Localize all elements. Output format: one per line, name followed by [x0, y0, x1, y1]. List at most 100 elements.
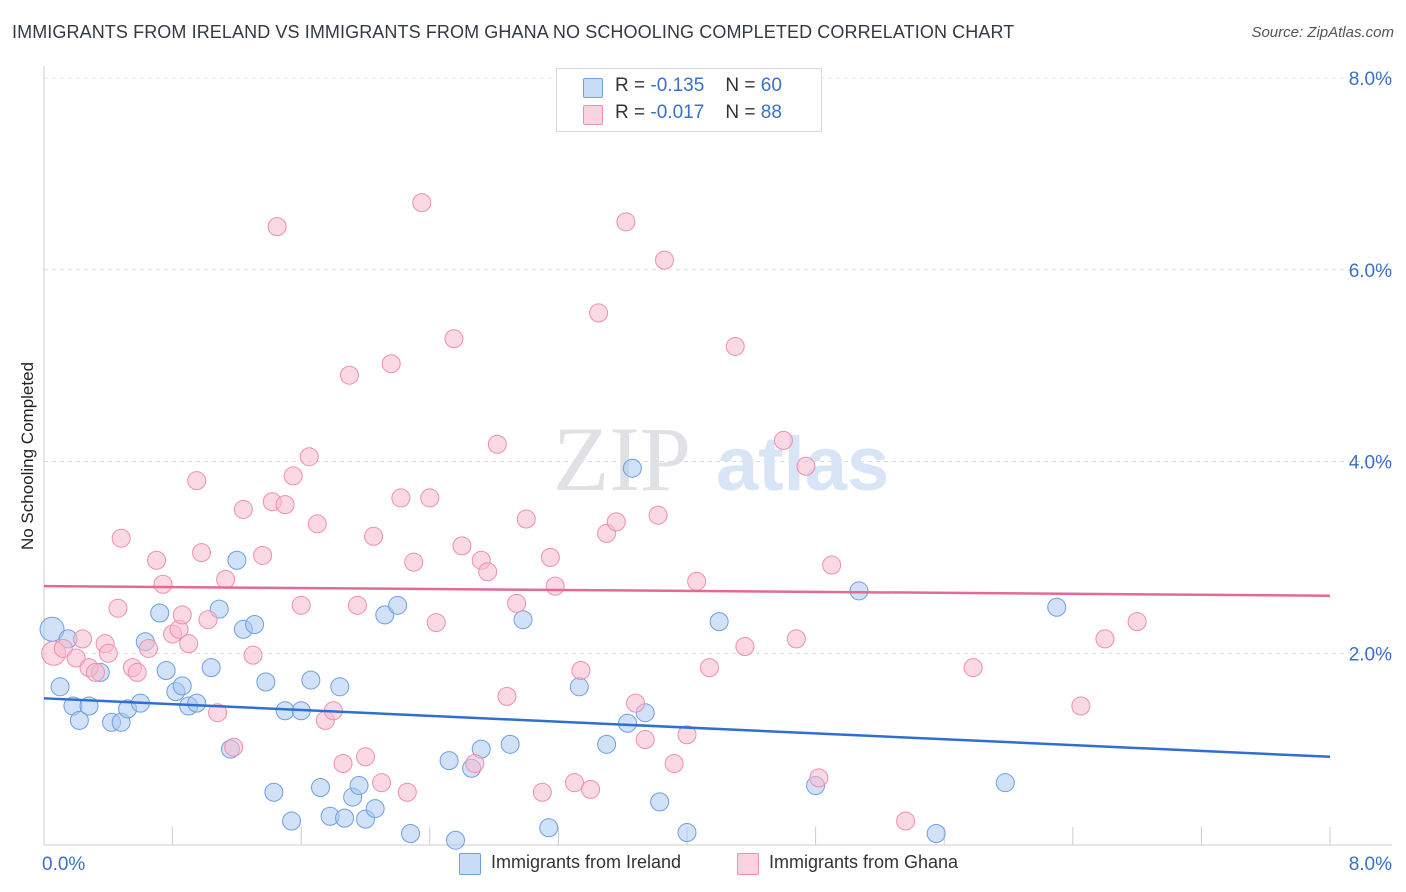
- point-ghana-65: [589, 303, 609, 323]
- watermark: ZIP atlas: [553, 408, 889, 510]
- y-axis-label: No Schooling Completed: [18, 361, 37, 551]
- point-ghana-17: [172, 605, 192, 625]
- point-ghana-44: [391, 488, 411, 508]
- point-ghana-40: [356, 747, 375, 767]
- y-tick-label-1: 4.0%: [1349, 453, 1392, 474]
- point-ghana-73: [664, 754, 684, 774]
- point-ghana-82: [809, 768, 829, 788]
- point-ghana-32: [291, 595, 311, 615]
- point-ghana-24: [224, 737, 244, 757]
- point-ghana-55: [487, 434, 507, 454]
- point-ghana-26: [243, 645, 263, 665]
- point-ghana-76: [700, 658, 720, 678]
- point-ireland-49: [597, 734, 617, 754]
- point-ghana-29: [267, 217, 287, 237]
- point-ireland-1: [50, 677, 70, 697]
- legend-ireland-swatch: [459, 853, 481, 875]
- legend-ireland-label: Immigrants from Ireland: [491, 852, 682, 872]
- ireland-n-label: N =: [725, 75, 756, 96]
- point-ghana-85: [963, 658, 983, 678]
- point-ghana-81: [796, 456, 816, 476]
- point-ghana-86: [1071, 696, 1091, 716]
- point-ghana-50: [444, 329, 464, 349]
- legend-ghana-swatch: [737, 853, 759, 875]
- x-tick-label-0: 0.0%: [42, 854, 85, 875]
- point-ghana-52: [465, 754, 485, 774]
- point-ireland-42: [446, 830, 466, 850]
- tick-labels: 2.0% 4.0% 6.0% 8.0% 0.0% 8.0%: [42, 69, 1392, 875]
- point-ireland-53: [650, 792, 670, 812]
- y-tick-label-2: 6.0%: [1349, 261, 1392, 282]
- point-ghana-11: [127, 662, 147, 682]
- point-ghana-30: [275, 495, 295, 515]
- point-ireland-15: [172, 676, 192, 696]
- point-ghana-57: [507, 593, 527, 613]
- point-ireland-29: [301, 670, 321, 690]
- point-ghana-12: [138, 638, 158, 658]
- point-ireland-58: [926, 823, 946, 843]
- ireland-r-label: R =: [615, 75, 646, 96]
- point-ireland-33: [335, 808, 355, 828]
- trend-line-ghana: [43, 584, 1331, 597]
- ghana-swatch: [583, 105, 603, 125]
- point-ireland-4: [69, 710, 89, 730]
- point-ireland-23: [245, 614, 265, 634]
- point-ghana-74: [677, 725, 697, 745]
- point-ireland-24: [256, 672, 276, 692]
- point-ireland-40: [401, 823, 421, 843]
- grid-lines: [44, 77, 1392, 654]
- point-ghana-51: [452, 536, 472, 556]
- point-ghana-19: [187, 471, 207, 491]
- point-ghana-23: [216, 569, 236, 589]
- point-ghana-62: [564, 773, 584, 793]
- point-ghana-38: [339, 365, 359, 385]
- point-ghana-68: [616, 212, 636, 232]
- point-ghana-2: [66, 648, 86, 668]
- source-label: Source: ZipAtlas.com: [1251, 24, 1394, 41]
- point-ghana-14: [153, 574, 173, 594]
- point-ghana-20: [192, 543, 212, 563]
- point-ghana-41: [364, 526, 384, 546]
- point-ireland-32: [330, 677, 350, 697]
- point-ghana-56: [497, 686, 517, 706]
- ireland-n-value: 60: [760, 75, 782, 96]
- ghana-r-label: R =: [615, 102, 646, 123]
- point-ghana-45: [397, 782, 417, 802]
- x-tick-label-1: 8.0%: [1349, 854, 1392, 875]
- point-ghana-72: [654, 250, 674, 270]
- point-ghana-87: [1095, 629, 1115, 649]
- point-ghana-63: [571, 661, 591, 681]
- point-ireland-27: [282, 811, 302, 831]
- ireland-r-value: -0.135: [650, 75, 705, 96]
- point-ireland-38: [375, 605, 395, 625]
- point-ireland-25: [264, 782, 284, 802]
- point-ireland-55: [709, 612, 729, 632]
- point-ghana-79: [773, 430, 793, 450]
- point-ireland-48: [569, 677, 589, 697]
- ghana-n-value: 88: [760, 102, 782, 123]
- ghana-r-value: -0.017: [650, 102, 705, 123]
- point-ghana-48: [420, 488, 440, 508]
- point-ghana-39: [347, 595, 367, 615]
- watermark-zip: ZIP: [553, 408, 691, 510]
- point-ireland-41: [439, 751, 459, 771]
- point-ghana-18: [179, 634, 199, 654]
- series-ghana-points: [41, 193, 1147, 831]
- point-ghana-34: [307, 514, 327, 534]
- point-ghana-70: [635, 730, 655, 750]
- point-ghana-71: [648, 505, 668, 525]
- point-ireland-17: [187, 693, 207, 713]
- point-ireland-59: [995, 773, 1015, 793]
- point-ghana-46: [404, 552, 424, 572]
- y-tick-label-0: 2.0%: [1349, 644, 1392, 665]
- point-ghana-7: [98, 643, 118, 663]
- point-ghana-47: [412, 193, 432, 213]
- series-ireland-points: [39, 458, 1067, 850]
- point-ireland-51: [622, 458, 642, 478]
- point-ghana-60: [540, 547, 560, 567]
- trend-line-ireland: [43, 697, 1331, 759]
- ireland-swatch: [583, 78, 603, 98]
- point-ghana-27: [253, 545, 273, 565]
- point-ghana-49: [426, 613, 446, 633]
